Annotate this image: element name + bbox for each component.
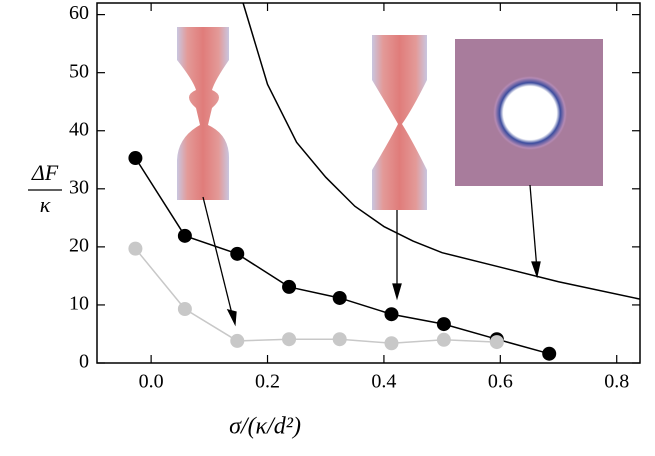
data-point bbox=[436, 332, 451, 347]
inset-images bbox=[177, 27, 603, 210]
data-point bbox=[384, 336, 399, 351]
data-point bbox=[384, 307, 399, 322]
y-tick-label: 10 bbox=[69, 293, 89, 315]
data-point bbox=[489, 335, 504, 350]
plot-frame bbox=[96, 2, 641, 364]
series-line bbox=[242, 3, 640, 300]
y-tick-label: 0 bbox=[79, 351, 89, 373]
y-label-numerator: ΔF bbox=[31, 160, 59, 185]
data-point bbox=[230, 333, 245, 348]
data-point bbox=[230, 246, 245, 261]
series-line bbox=[134, 248, 497, 345]
y-tick-label: 40 bbox=[69, 118, 89, 140]
data-point bbox=[177, 302, 192, 316]
y-tick-label: 30 bbox=[69, 176, 89, 198]
x-axis-label: σ/(κ/d²) bbox=[229, 414, 301, 440]
x-tick-label: 0.0 bbox=[139, 371, 164, 393]
y-label-denominator: κ bbox=[40, 192, 51, 217]
data-point bbox=[332, 290, 347, 305]
y-tick-label: 60 bbox=[69, 2, 89, 24]
y-tick-label: 20 bbox=[69, 234, 89, 256]
data-point bbox=[128, 241, 143, 256]
data-point bbox=[332, 332, 347, 347]
data-point bbox=[436, 317, 451, 332]
data-point bbox=[282, 332, 297, 347]
data-point bbox=[177, 228, 192, 243]
y-tick-label: 50 bbox=[69, 60, 89, 82]
data-point bbox=[542, 346, 557, 361]
x-tick-label: 0.2 bbox=[255, 371, 280, 393]
x-tick-label: 0.6 bbox=[488, 371, 513, 393]
data-point bbox=[128, 151, 143, 166]
x-tick-label: 0.8 bbox=[604, 371, 629, 393]
data-point bbox=[282, 279, 297, 294]
x-tick-label: 0.4 bbox=[371, 371, 396, 393]
arrows bbox=[202, 184, 541, 327]
